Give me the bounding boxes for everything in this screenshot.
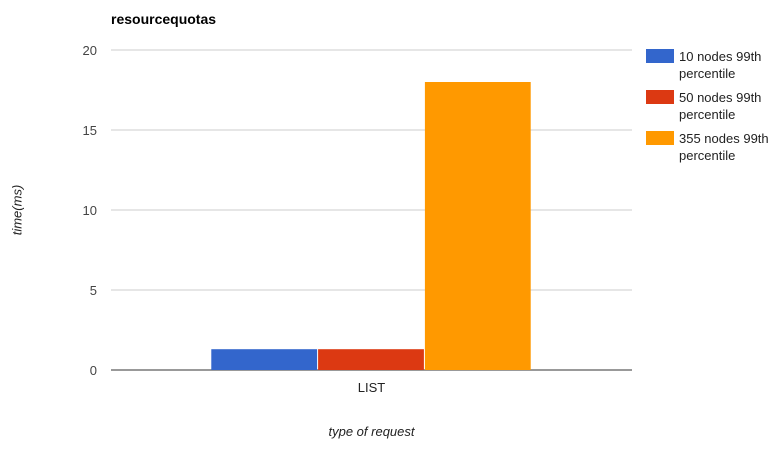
y-tick-labels: 0 5 10 15 20 [83,43,97,378]
legend-item: 355 nodes 99th percentile [646,130,780,164]
x-tick-labels: LIST [358,380,386,395]
y-tick-label: 10 [83,203,97,218]
bar [424,82,531,370]
y-tick-label: 0 [90,363,97,378]
bars [211,82,531,370]
legend-swatch [646,131,674,145]
y-axis-label: time(ms) [9,184,25,236]
chart-title: resourcequotas [111,11,217,27]
legend-swatch [646,90,674,104]
legend-item: 50 nodes 99th percentile [646,89,780,123]
y-tick-label: 20 [83,43,97,58]
gridlines [111,49,632,371]
legend-label: 10 nodes 99th percentile [679,49,762,81]
legend-label: 50 nodes 99th percentile [679,90,762,122]
legend-label: 355 nodes 99th percentile [679,131,769,163]
y-tick-label: 15 [83,123,97,138]
bar [318,349,424,370]
bar [211,349,318,370]
x-axis-label: type of request [328,424,415,439]
x-tick-label: LIST [358,380,386,395]
legend: 10 nodes 99th percentile 50 nodes 99th p… [646,48,780,171]
y-tick-label: 5 [90,283,97,298]
legend-item: 10 nodes 99th percentile [646,48,780,82]
legend-swatch [646,49,674,63]
